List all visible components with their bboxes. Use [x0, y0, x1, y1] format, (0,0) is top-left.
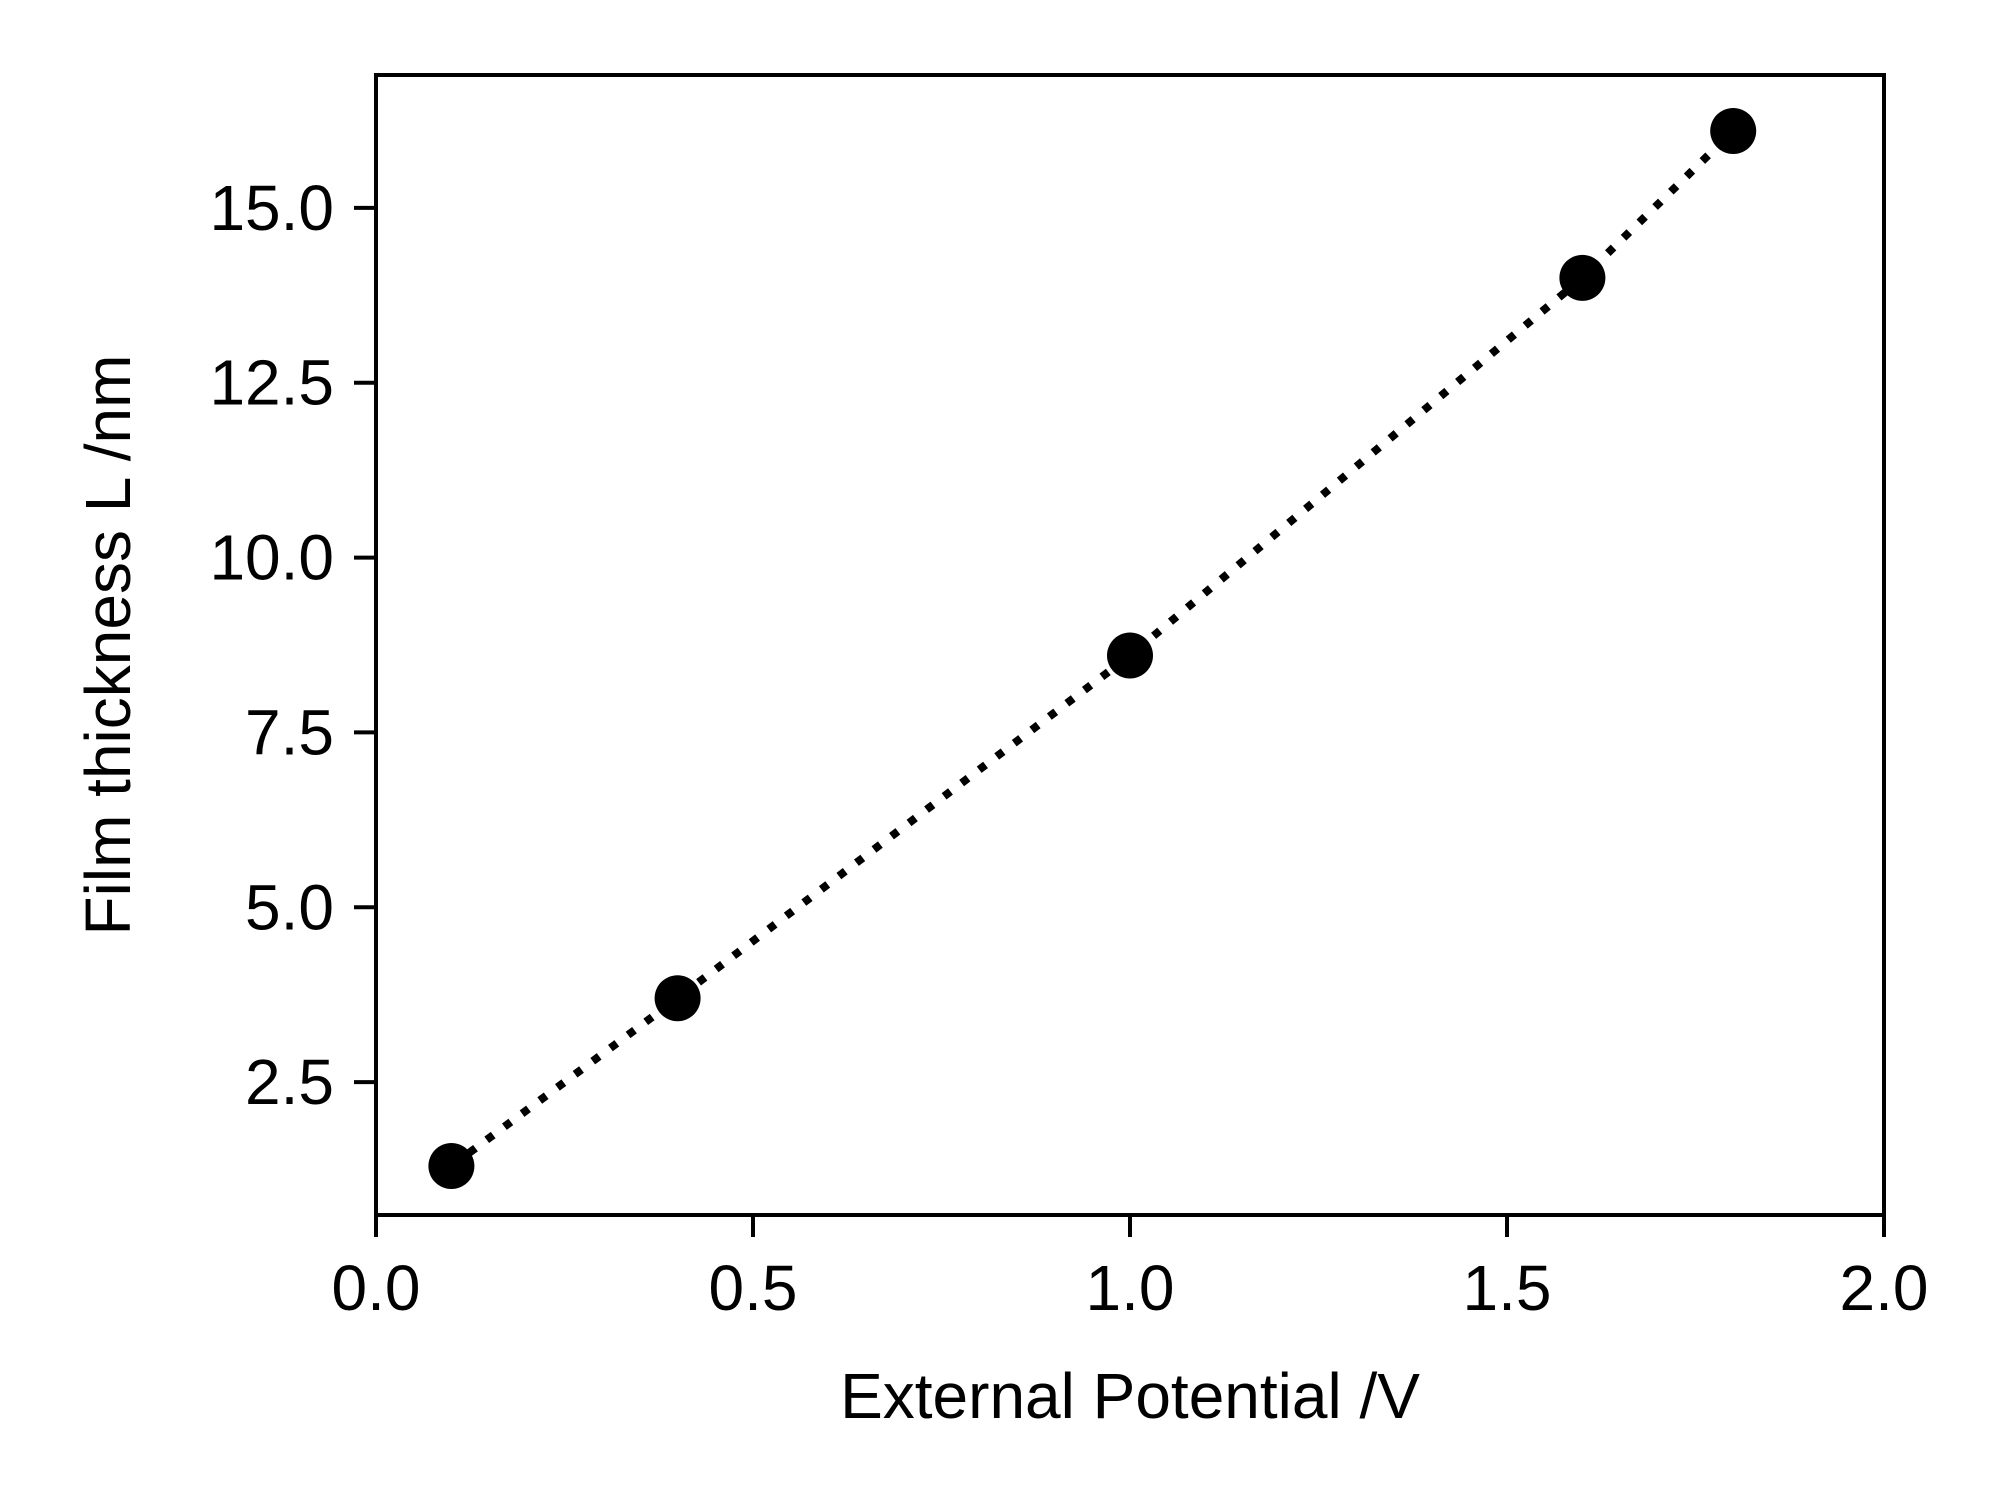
x-tick-label: 1.5 — [1463, 1252, 1552, 1324]
x-tick-label: 1.0 — [1086, 1252, 1175, 1324]
x-tick-label: 0.5 — [709, 1252, 798, 1324]
y-tick-label: 10.0 — [209, 522, 334, 594]
y-tick-label: 15.0 — [209, 172, 334, 244]
y-tick-label: 7.5 — [245, 696, 334, 768]
series-line — [449, 128, 1736, 1170]
data-point — [428, 1143, 475, 1190]
x-tick-label: 2.0 — [1840, 1252, 1929, 1324]
y-tick-label: 5.0 — [245, 871, 334, 943]
x-tick-label: 0.0 — [332, 1252, 421, 1324]
data-point — [1559, 254, 1606, 301]
data-point — [1710, 107, 1757, 154]
y-axis-label: Film thickness L /nm — [72, 355, 144, 936]
x-axis-label: External Potential /V — [840, 1360, 1420, 1432]
data-point — [654, 975, 701, 1022]
y-tick-label: 12.5 — [209, 347, 334, 419]
y-axis-ticks: 2.5 5.0 7.5 10.0 12.5 15.0 — [209, 172, 376, 1118]
data-point — [1107, 632, 1153, 679]
x-axis-ticks: 0.0 0.5 1.0 1.5 2.0 — [332, 1215, 1929, 1324]
y-tick-label: 2.5 — [245, 1046, 334, 1118]
plot-layer — [428, 107, 1757, 1190]
